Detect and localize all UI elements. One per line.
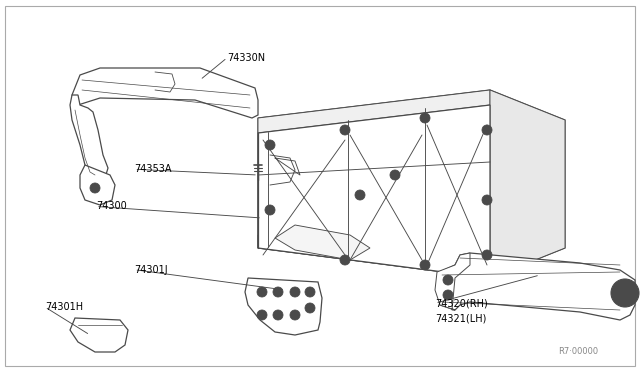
Polygon shape [70,318,128,352]
Circle shape [340,255,350,265]
Circle shape [265,140,275,150]
Text: 74301J: 74301J [134,265,168,275]
Polygon shape [70,95,108,178]
Circle shape [482,250,492,260]
Circle shape [90,183,100,193]
Text: 74320(RH): 74320(RH) [435,298,488,308]
Circle shape [290,287,300,297]
Polygon shape [258,90,565,278]
Circle shape [265,205,275,215]
Polygon shape [258,90,490,133]
Circle shape [420,260,430,270]
Circle shape [273,287,283,297]
Circle shape [355,190,365,200]
Text: 74301H: 74301H [45,302,83,312]
Circle shape [305,287,315,297]
Circle shape [257,310,267,320]
Text: 74330N: 74330N [227,53,266,62]
Text: R7·00000: R7·00000 [558,347,598,356]
Polygon shape [435,253,470,310]
Circle shape [340,125,350,135]
Circle shape [257,287,267,297]
Text: 74353A: 74353A [134,164,172,174]
Circle shape [617,285,633,301]
Polygon shape [72,68,258,118]
Circle shape [273,310,283,320]
Polygon shape [437,253,635,320]
Text: 74321(LH): 74321(LH) [435,313,486,323]
Circle shape [305,303,315,313]
Polygon shape [80,165,115,205]
Polygon shape [275,225,370,260]
Circle shape [443,290,453,300]
Polygon shape [245,278,322,335]
Text: 74300: 74300 [96,202,127,211]
Circle shape [482,125,492,135]
Polygon shape [490,90,565,278]
Circle shape [290,310,300,320]
Polygon shape [258,235,490,278]
Circle shape [611,279,639,307]
Circle shape [482,195,492,205]
Circle shape [390,170,400,180]
Circle shape [420,113,430,123]
Polygon shape [258,105,490,278]
Circle shape [443,275,453,285]
